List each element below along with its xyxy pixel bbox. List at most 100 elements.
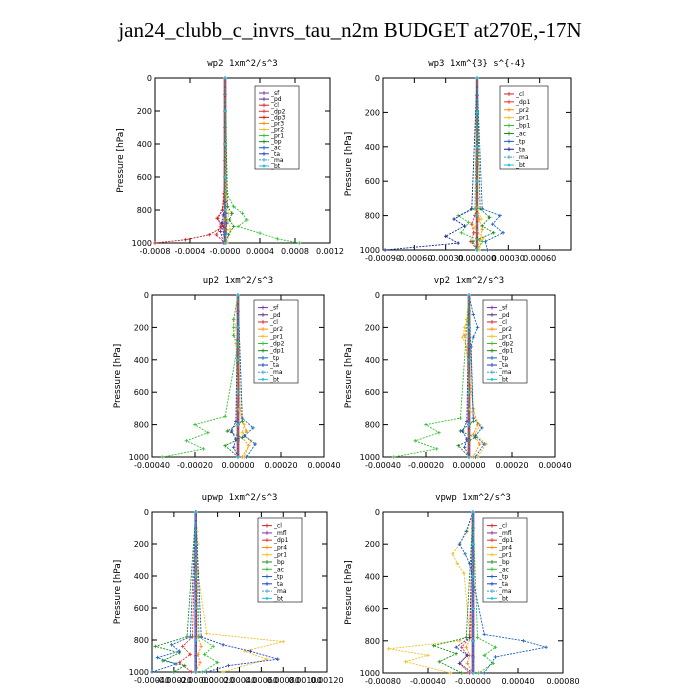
legend: _sf_pd_cl_pr2_pr1_dp2_dp1_tp_ta_ma_bt bbox=[253, 299, 299, 383]
legend-label: _ta bbox=[515, 146, 525, 153]
data-point bbox=[467, 671, 472, 675]
series-ta bbox=[383, 76, 479, 252]
legend-marker bbox=[262, 151, 266, 156]
data-point bbox=[234, 419, 238, 424]
data-point bbox=[231, 204, 236, 209]
legend-entry: _pr4 bbox=[262, 544, 287, 551]
data-point bbox=[180, 644, 185, 649]
data-point bbox=[472, 231, 476, 235]
data-point bbox=[426, 653, 430, 658]
legend-marker bbox=[265, 560, 269, 564]
data-point bbox=[465, 419, 469, 424]
series-line bbox=[224, 77, 300, 244]
legend-label: _cl bbox=[273, 523, 282, 530]
data-point bbox=[160, 455, 165, 459]
legend-label: _pr4 bbox=[498, 544, 512, 551]
legend-marker bbox=[265, 552, 269, 557]
panel-title: wp2 1xm^2/s^3 bbox=[207, 59, 277, 69]
data-point bbox=[475, 111, 479, 114]
series-line bbox=[153, 511, 197, 673]
legend-marker bbox=[490, 589, 494, 594]
legend-marker bbox=[490, 341, 494, 346]
y-tick-label: 1000 bbox=[360, 246, 380, 255]
x-tick-label: 0.0004 bbox=[246, 247, 274, 256]
legend-entry: _pr1 bbox=[258, 333, 283, 340]
data-point bbox=[224, 221, 229, 225]
legend-label: _ac bbox=[498, 566, 509, 573]
data-point bbox=[462, 571, 466, 575]
series-line bbox=[231, 294, 239, 458]
data-point bbox=[462, 445, 467, 450]
data-point bbox=[485, 248, 490, 252]
y-axis-label: Pressure [hPa] bbox=[116, 128, 126, 193]
data-point bbox=[196, 571, 200, 575]
data-point bbox=[240, 419, 245, 424]
legend-label: _bp bbox=[498, 559, 510, 566]
data-point bbox=[221, 213, 226, 217]
legend-label: _tp bbox=[273, 574, 283, 581]
legend-entry: _dp2 bbox=[259, 108, 286, 115]
legend-entry: _pr2 bbox=[504, 107, 529, 114]
legend-label: _dp1 bbox=[498, 537, 514, 544]
legend-label: _dp1 bbox=[273, 537, 289, 544]
data-point bbox=[491, 661, 496, 666]
data-point bbox=[471, 575, 475, 578]
y-tick-label: 400 bbox=[365, 143, 380, 152]
legend-marker bbox=[490, 581, 494, 586]
series-bt bbox=[475, 76, 479, 252]
legend-entry: _pr2 bbox=[259, 127, 284, 134]
x-tick-label: 0.00040 bbox=[223, 676, 256, 685]
data-point bbox=[221, 670, 225, 674]
legend-marker bbox=[490, 560, 494, 564]
legend-label: _bt bbox=[515, 162, 526, 169]
data-point bbox=[281, 639, 286, 644]
legend-marker bbox=[261, 327, 265, 332]
legend-label: _tp bbox=[498, 355, 508, 362]
data-point bbox=[228, 228, 233, 232]
series-bt bbox=[471, 510, 475, 675]
legend-label: _cl bbox=[269, 319, 278, 326]
x-tick-label: 0.00020 bbox=[495, 461, 528, 470]
legend-entry: _ta bbox=[262, 581, 283, 588]
data-point bbox=[437, 659, 442, 664]
legend-marker bbox=[261, 341, 265, 346]
legend-entry: _sf bbox=[487, 305, 508, 312]
legend-label: _pr1 bbox=[515, 115, 529, 122]
data-point bbox=[224, 191, 229, 196]
legend-label: _pr4 bbox=[273, 544, 287, 551]
data-point bbox=[207, 232, 212, 237]
data-point bbox=[459, 671, 464, 675]
series-line bbox=[233, 294, 252, 458]
data-point bbox=[457, 542, 462, 546]
legend-marker bbox=[261, 312, 265, 317]
legend-marker bbox=[490, 567, 494, 572]
legend-label: _pr2 bbox=[270, 127, 284, 134]
series-bp bbox=[153, 510, 198, 674]
data-point bbox=[475, 179, 479, 183]
x-tick-label: 0.00040 bbox=[307, 461, 340, 470]
data-point bbox=[475, 145, 479, 149]
legend-entry: _sf bbox=[258, 305, 279, 312]
legend-marker bbox=[507, 115, 511, 120]
data-point bbox=[198, 660, 202, 665]
data-point bbox=[386, 647, 391, 651]
legend-marker bbox=[490, 319, 494, 324]
y-axis-label: Pressure [hPa] bbox=[344, 344, 354, 409]
data-point bbox=[463, 552, 467, 556]
data-point bbox=[231, 317, 236, 322]
legend-label: _sf bbox=[270, 90, 280, 97]
x-tick-label: -0.00060 bbox=[396, 254, 432, 263]
y-tick-label: 200 bbox=[137, 107, 152, 116]
legend-label: _bt bbox=[273, 595, 284, 602]
data-point bbox=[471, 607, 475, 610]
legend-label: _pr2 bbox=[269, 326, 283, 333]
data-point bbox=[467, 390, 471, 394]
y-tick-label: 200 bbox=[365, 108, 380, 117]
data-point bbox=[493, 645, 498, 650]
series-line bbox=[195, 511, 202, 673]
legend-label: _bt bbox=[270, 163, 281, 170]
legend-marker bbox=[262, 109, 266, 114]
legend-entry: _pd bbox=[487, 312, 510, 319]
data-point bbox=[183, 663, 187, 668]
legend-label: _bp bbox=[270, 139, 282, 146]
